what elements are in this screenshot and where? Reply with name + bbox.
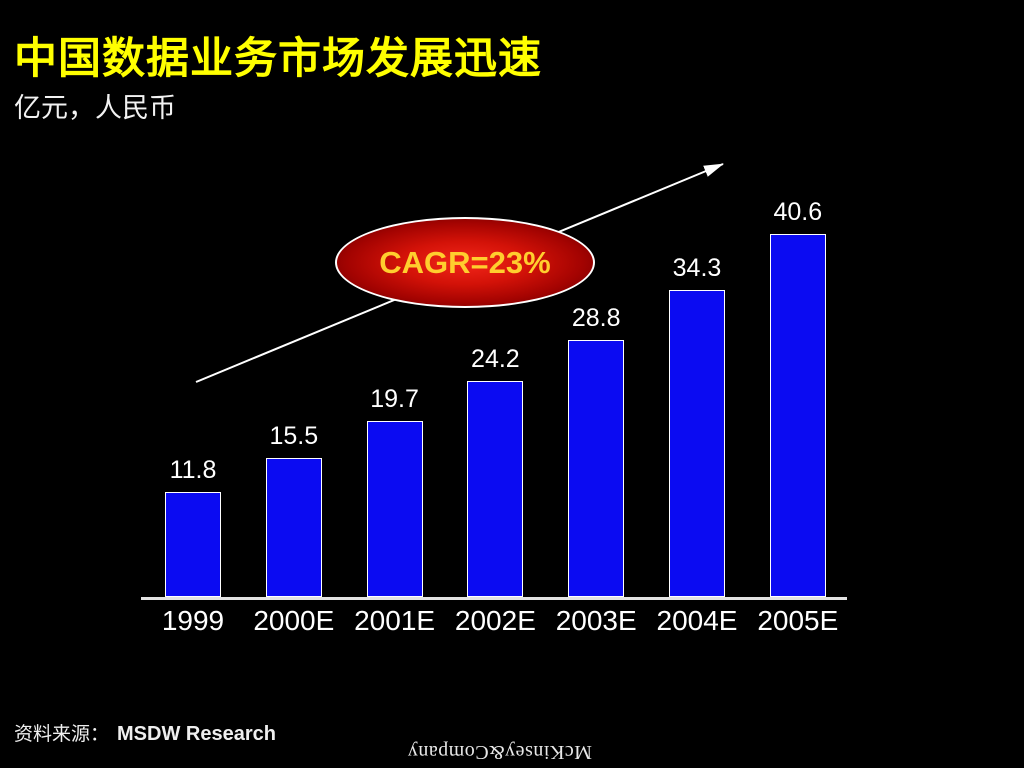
bar-value-label: 40.6	[773, 198, 823, 226]
bar-value-label: 15.5	[269, 422, 319, 450]
x-axis-label: 2002E	[454, 605, 536, 636]
bar	[165, 492, 221, 597]
source-value: MSDW Research	[117, 723, 276, 745]
bar	[568, 340, 625, 597]
x-axis-label: 2003E	[555, 605, 637, 636]
bar-value-label: 34.3	[672, 254, 722, 282]
slide-subtitle-units: 亿元，人民币	[14, 93, 176, 123]
x-axis-label: 2004E	[656, 605, 738, 636]
bar-value-label: 28.8	[571, 304, 621, 332]
x-axis-label: 1999	[161, 605, 225, 636]
source-label: 资料来源：	[14, 724, 110, 745]
cagr-annotation-ellipse: CAGR=23%	[335, 217, 595, 308]
bar-value-label: 19.7	[370, 385, 419, 413]
cagr-label: CAGR=23%	[379, 244, 551, 280]
x-axis-line	[141, 597, 847, 600]
x-axis-label: 2001E	[354, 605, 436, 636]
bar	[265, 458, 322, 597]
bar	[769, 234, 826, 597]
slide-title: 中国数据业务市场发展迅速	[14, 35, 542, 83]
bar-value-label: 24.2	[471, 345, 520, 373]
x-axis-label: 2000E	[253, 605, 335, 636]
source-note: 资料来源： MSDW Research	[14, 719, 276, 746]
bar	[366, 421, 423, 597]
bar-value-label: 11.8	[169, 456, 217, 484]
bar	[669, 290, 725, 597]
x-axis-label: 2005E	[757, 605, 839, 636]
bar	[467, 381, 524, 597]
